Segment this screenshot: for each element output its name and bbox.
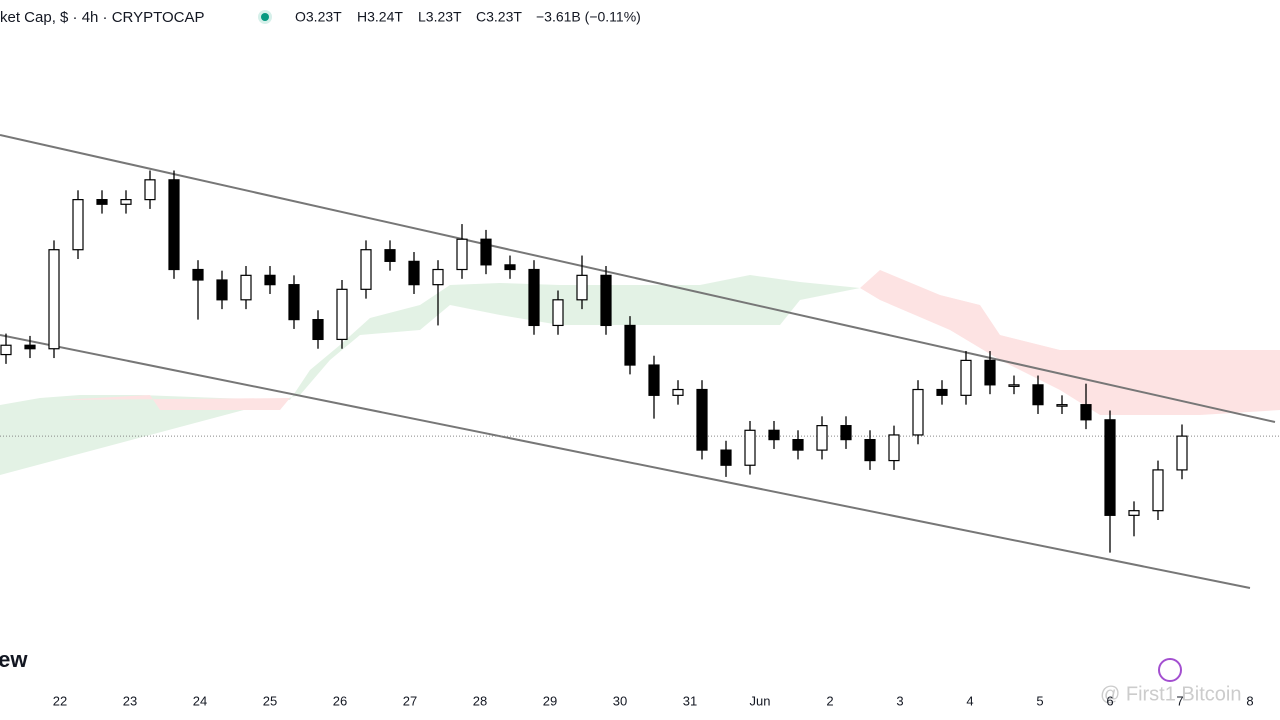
x-tick-label: 28 xyxy=(473,693,487,708)
x-tick-label: 22 xyxy=(53,693,67,708)
ohlc-low: L3.23T xyxy=(418,9,462,25)
x-tick-label: Jun xyxy=(750,693,771,708)
x-tick-label: 8 xyxy=(1246,693,1253,708)
candle-body xyxy=(120,199,132,205)
candle-body xyxy=(480,238,492,266)
candle-body xyxy=(192,268,204,281)
ohlc-close: C3.23T xyxy=(476,9,522,25)
x-tick-label: 4 xyxy=(966,693,973,708)
x-tick-label: 24 xyxy=(193,693,207,708)
candle-body xyxy=(960,359,972,396)
candle-body xyxy=(1104,419,1116,516)
candle-body xyxy=(144,179,156,201)
candle-body xyxy=(744,429,756,466)
candle-body xyxy=(1176,435,1188,471)
candle-body xyxy=(1056,404,1068,407)
candle-body xyxy=(288,284,300,321)
candle-body xyxy=(336,288,348,341)
watermark-author: @ First1 Bitcoin xyxy=(1100,683,1241,705)
cloud-bull xyxy=(0,275,860,475)
x-tick-label: 27 xyxy=(403,693,417,708)
candle-body xyxy=(504,264,516,271)
x-tick-label: 3 xyxy=(896,693,903,708)
candle-body xyxy=(888,434,900,462)
ohlc-high: H3.24T xyxy=(357,9,403,25)
channel-lower xyxy=(0,334,1251,589)
candle-body xyxy=(816,425,828,451)
candle-body xyxy=(720,449,732,466)
x-tick-label: 23 xyxy=(123,693,137,708)
candle-body xyxy=(624,324,636,366)
candles xyxy=(0,170,1280,553)
candle-body xyxy=(1032,384,1044,406)
candle-body xyxy=(384,249,396,262)
x-tick-label: 30 xyxy=(613,693,627,708)
candle-body xyxy=(864,439,876,462)
candle-body xyxy=(312,319,324,341)
x-tick-label: 26 xyxy=(333,693,347,708)
x-tick-label: 29 xyxy=(543,693,557,708)
bolt-icon xyxy=(1158,658,1182,682)
candle-body xyxy=(48,249,60,350)
candle-body xyxy=(696,388,708,451)
cloud-bear xyxy=(60,270,1280,415)
candle-body xyxy=(408,260,420,286)
x-axis: 22 23 24 25 26 27 28 29 30 31 Jun 2 3 4 5 6 7 8 xyxy=(53,693,1254,708)
x-tick-label: 2 xyxy=(826,693,833,708)
candle-body xyxy=(168,179,180,271)
candle-body xyxy=(912,388,924,436)
ohlc-open: O3.23T xyxy=(295,9,342,25)
candle-body xyxy=(672,388,684,396)
candle-body xyxy=(840,425,852,441)
candle-body xyxy=(1008,384,1020,387)
candle-body xyxy=(0,344,12,356)
x-tick-label: 6 xyxy=(1106,693,1113,708)
candle-body xyxy=(600,274,612,327)
candle-body xyxy=(1152,469,1164,512)
candle-body xyxy=(96,199,108,205)
x-tick-label: 31 xyxy=(683,693,697,708)
candle-body xyxy=(240,274,252,301)
candle-body xyxy=(552,299,564,327)
candle-body xyxy=(648,364,660,396)
candle-body xyxy=(576,274,588,301)
candle-body xyxy=(456,238,468,271)
candle-body xyxy=(432,268,444,286)
candle-body xyxy=(936,388,948,396)
candle-body xyxy=(72,199,84,251)
candle-body xyxy=(24,344,36,350)
candle-body xyxy=(1128,510,1140,516)
candle-body xyxy=(792,439,804,451)
candle-body xyxy=(216,279,228,301)
candle-body xyxy=(1080,404,1092,421)
candle-body xyxy=(528,268,540,327)
candle-body xyxy=(264,274,276,286)
candle-body xyxy=(360,249,372,290)
x-tick-label: 25 xyxy=(263,693,277,708)
channel-upper xyxy=(0,134,1276,423)
watermark-logo: iew xyxy=(0,647,28,672)
change: −3.61B (−0.11%) xyxy=(536,9,641,25)
candle-body xyxy=(768,429,780,441)
x-tick-label: 5 xyxy=(1036,693,1043,708)
status-dot xyxy=(261,13,269,21)
x-tick-label: 7 xyxy=(1176,693,1183,708)
candle-body xyxy=(984,359,996,386)
symbol: ket Cap, $ · 4h · CRYPTOCAP xyxy=(0,9,205,26)
